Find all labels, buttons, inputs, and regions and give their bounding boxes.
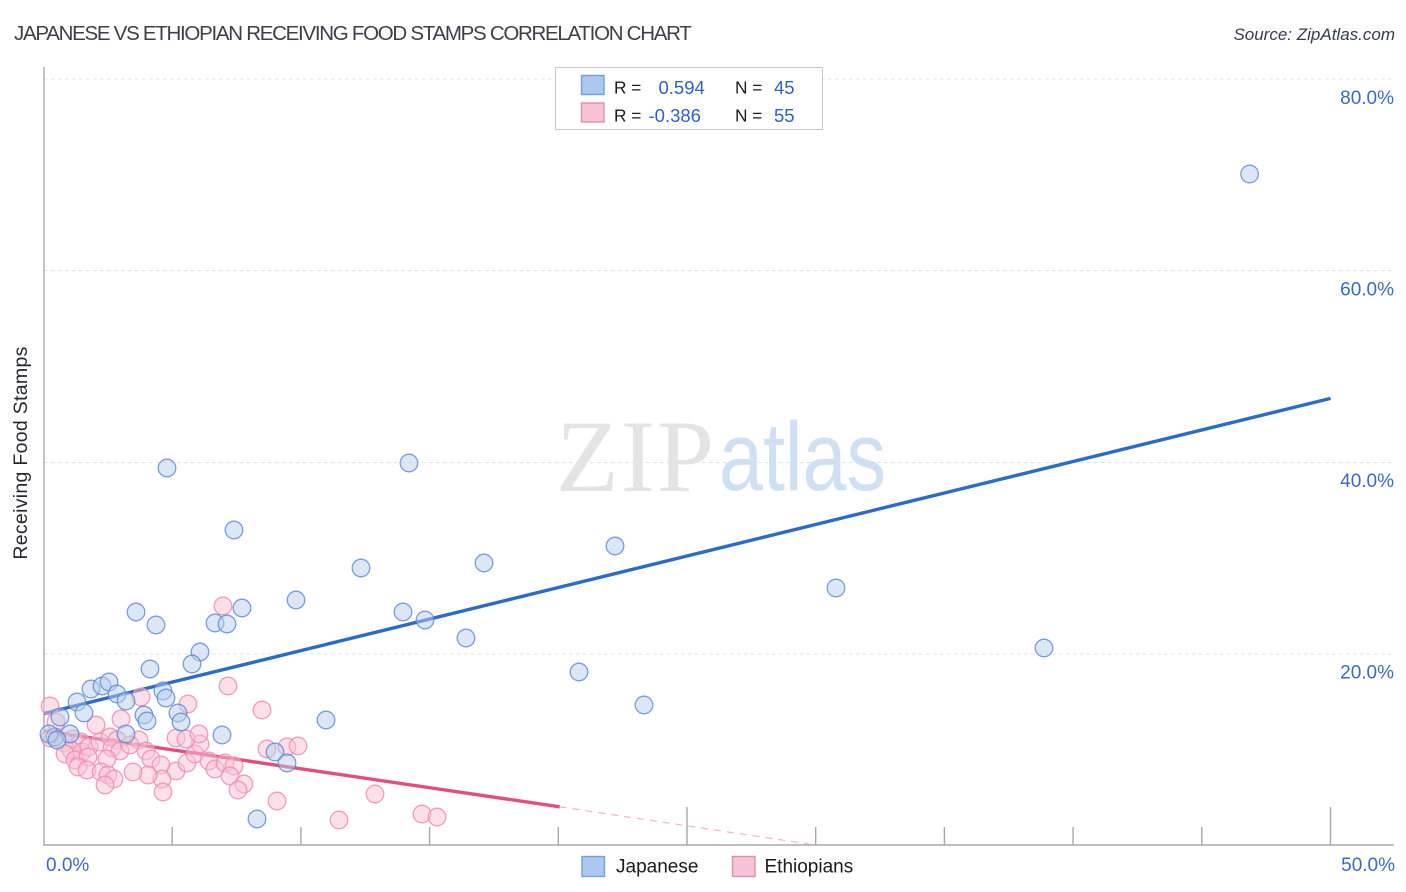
svg-text:Source: ZipAtlas.com: Source: ZipAtlas.com	[1233, 25, 1395, 44]
svg-text:R =: R =	[614, 78, 641, 98]
svg-text:0.594: 0.594	[659, 77, 705, 98]
svg-text:45: 45	[774, 77, 795, 98]
svg-text:0.0%: 0.0%	[46, 855, 89, 876]
svg-text:R =: R =	[614, 106, 641, 126]
svg-text:Ethiopians: Ethiopians	[765, 857, 854, 878]
svg-text:Receiving Food Stamps: Receiving Food Stamps	[10, 346, 32, 559]
svg-text:N =: N =	[735, 78, 762, 98]
svg-text:80.0%: 80.0%	[1340, 88, 1394, 109]
svg-text:-0.386: -0.386	[649, 105, 701, 126]
svg-text:N =: N =	[735, 106, 762, 126]
svg-text:ZIP: ZIP	[556, 400, 714, 514]
svg-text:60.0%: 60.0%	[1340, 280, 1394, 301]
svg-text:50.0%: 50.0%	[1341, 855, 1395, 876]
svg-text:atlas: atlas	[719, 402, 886, 511]
svg-text:Japanese: Japanese	[616, 857, 698, 878]
svg-text:55: 55	[774, 105, 795, 126]
svg-text:JAPANESE VS ETHIOPIAN RECEIVIN: JAPANESE VS ETHIOPIAN RECEIVING FOOD STA…	[14, 22, 692, 45]
svg-text:40.0%: 40.0%	[1340, 471, 1394, 492]
svg-text:20.0%: 20.0%	[1340, 663, 1394, 684]
